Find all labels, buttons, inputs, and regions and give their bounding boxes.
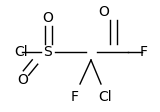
- Text: Cl: Cl: [14, 45, 28, 59]
- Text: F: F: [71, 90, 79, 104]
- Text: O: O: [18, 73, 28, 87]
- Text: O: O: [43, 11, 53, 25]
- Text: F: F: [140, 45, 148, 59]
- Text: Cl: Cl: [98, 90, 112, 104]
- Text: O: O: [99, 5, 109, 19]
- Text: S: S: [44, 45, 52, 59]
